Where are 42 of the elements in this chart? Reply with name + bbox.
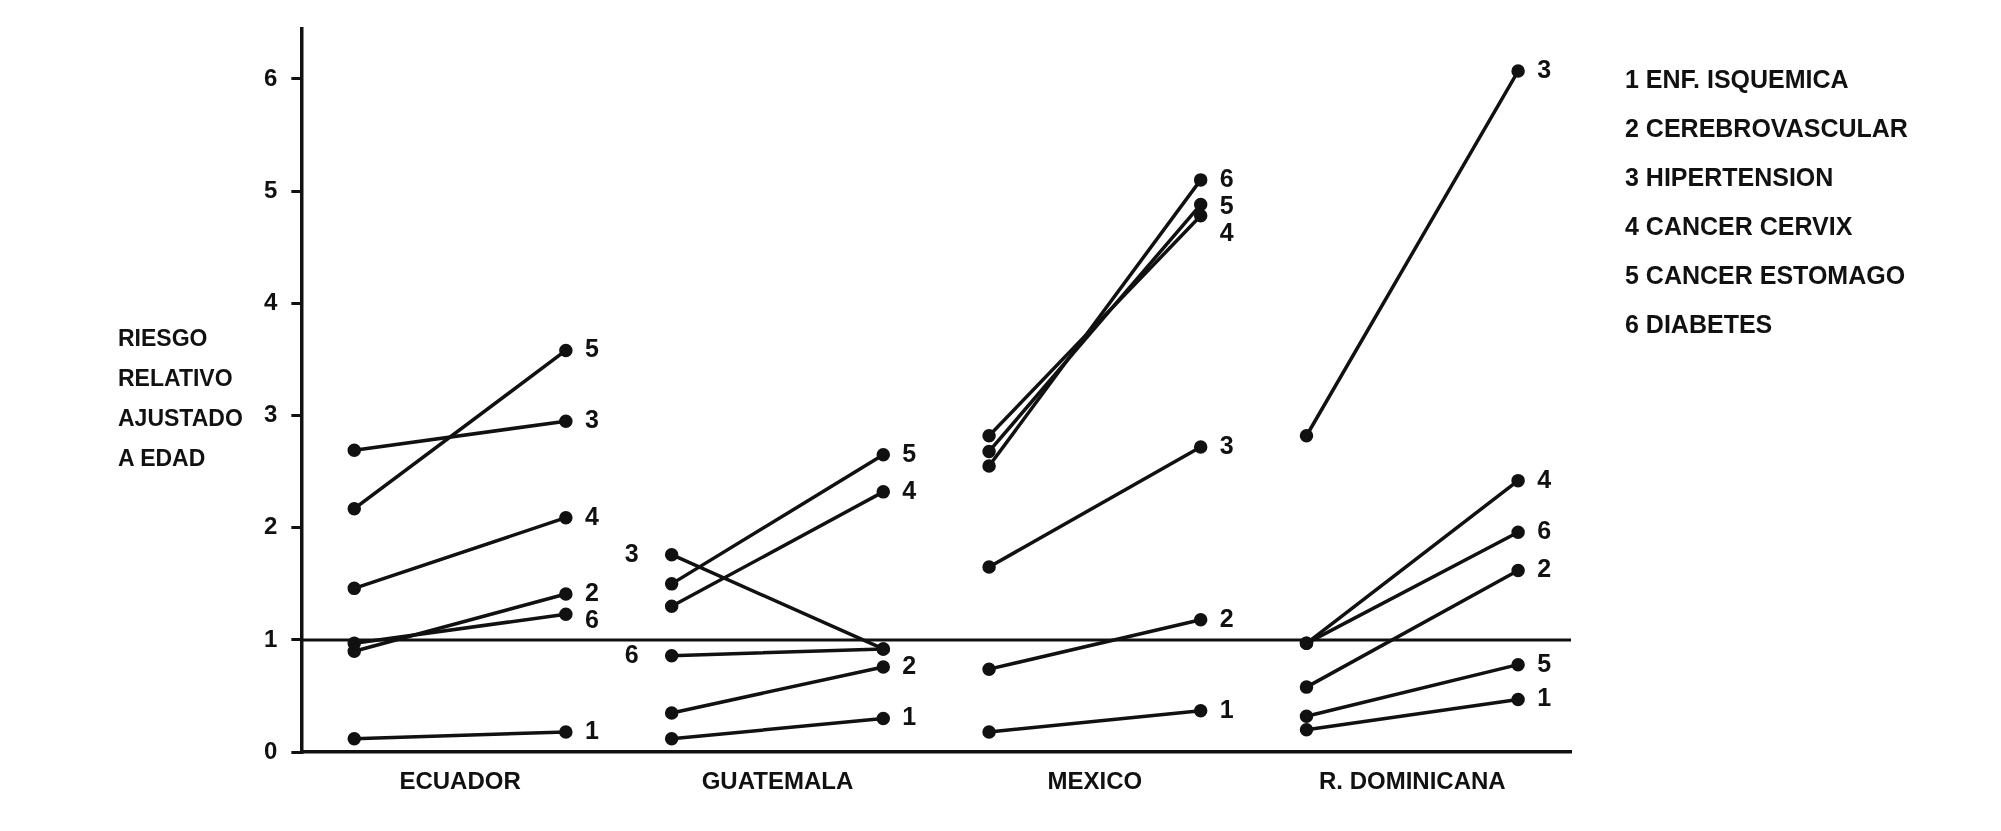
y-tick-label: 2 [263, 512, 278, 540]
text: 2 [584, 577, 599, 606]
text: 6 [624, 639, 639, 668]
text: 4 [902, 475, 917, 504]
text: 5 CANCER ESTOMAGO [1625, 260, 1907, 291]
series-label: 4 [1219, 217, 1234, 246]
x-tick-label: ECUADOR [399, 767, 521, 795]
x-tick-label: GUATEMALA [701, 767, 854, 795]
text: 5 [584, 334, 599, 363]
text: 3 [1537, 54, 1552, 83]
text: 4 [584, 501, 599, 530]
text: 5 [1537, 648, 1552, 677]
text: 2 [902, 650, 917, 679]
y-tick-label: 4 [263, 287, 278, 315]
text: 6 DIABETES [1625, 309, 1774, 340]
y-tick-label: 6 [263, 63, 278, 91]
text: 1 [1537, 683, 1552, 712]
series-label: 3 [1219, 430, 1234, 459]
series-label: 6 [1219, 163, 1234, 192]
text: 5 [902, 438, 917, 467]
series-label: 5 [1219, 190, 1234, 219]
text: 2 [1537, 554, 1552, 583]
y-tick-label: 5 [263, 175, 278, 203]
y-tick-label: 3 [263, 400, 278, 428]
text: 3 HIPERTENSION [1625, 162, 1835, 193]
text: 2 CEREBROVASCULAR [1625, 113, 1908, 144]
x-tick-label: R. DOMINICANA [1318, 767, 1506, 795]
series-label: 1 [1219, 694, 1234, 723]
y-axis-title: RIESGO RELATIVO AJUSTADO A EDAD [118, 324, 244, 473]
text: 1 ENF. ISQUEMICA [1625, 64, 1850, 95]
text: 3 [584, 405, 599, 434]
text: 1 [584, 715, 599, 744]
text: 6 [584, 604, 599, 633]
x-tick-label: MEXICO [1047, 767, 1143, 795]
text: 4 [1537, 464, 1552, 493]
y-tick-label: 0 [263, 736, 278, 764]
text: 1 [902, 702, 917, 731]
series-label: 2 [1219, 603, 1234, 632]
text: 4 CANCER CERVIX [1625, 211, 1854, 242]
text: 3 [624, 538, 639, 567]
y-tick-label: 1 [263, 624, 278, 652]
text: 6 [1537, 516, 1552, 545]
